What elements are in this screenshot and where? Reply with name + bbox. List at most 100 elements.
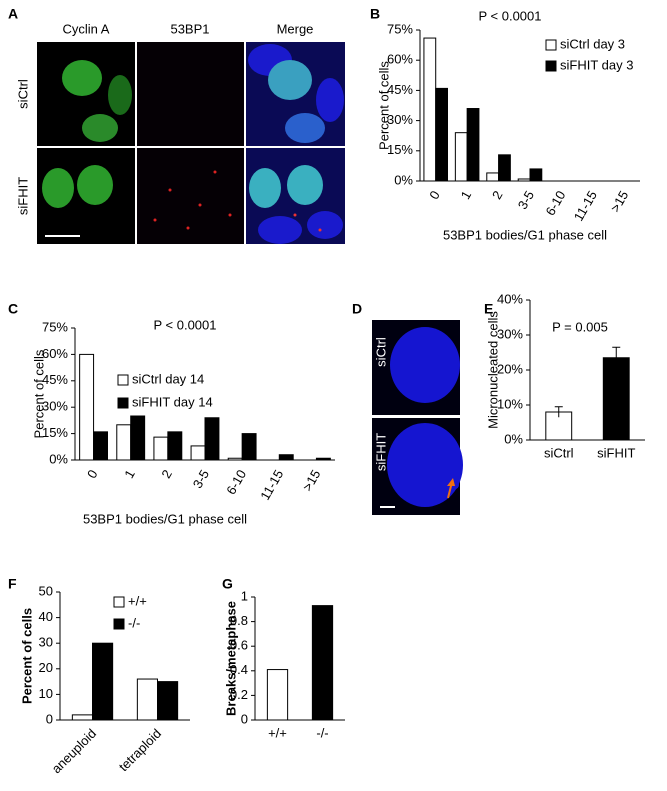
y-tick-label: 10 [39, 686, 53, 701]
x-axis-label: 53BP1 bodies/G1 phase cell [443, 227, 607, 242]
legend-swatch [113, 618, 125, 630]
x-tick-label: aneuploid [49, 726, 99, 776]
y-axis-label: Percent of cells [376, 61, 391, 150]
bar [71, 714, 93, 721]
x-tick-label: -/- [316, 725, 328, 740]
micrograph-d [372, 320, 463, 515]
bar [435, 87, 449, 182]
bar [315, 457, 331, 461]
panel-letter: E [484, 301, 493, 317]
legend-label: siCtrl day 14 [132, 371, 204, 386]
y-tick-label: 0% [504, 431, 523, 446]
legend-swatch [113, 596, 125, 608]
x-tick-label: >15 [299, 467, 323, 494]
x-tick-label: siFHIT [597, 445, 635, 460]
y-tick-label: 0.2 [230, 687, 248, 702]
legend-label: siCtrl day 3 [560, 36, 625, 51]
x-tick-label: 11-15 [257, 467, 286, 502]
x-tick-label: 6-10 [223, 467, 249, 497]
bar [79, 353, 95, 461]
column-heading: Cyclin A [63, 21, 110, 36]
x-tick-label: 1 [458, 188, 475, 202]
legend-swatch [117, 397, 129, 409]
bar [116, 424, 132, 461]
bar [130, 415, 146, 461]
y-tick-label: 10% [497, 396, 523, 411]
legend-swatch [545, 39, 557, 51]
y-tick-label: 30% [42, 399, 68, 414]
panel-letter: G [222, 576, 233, 592]
y-tick-label: 30 [39, 635, 53, 650]
x-tick-label: 2 [489, 188, 506, 202]
bar [204, 417, 220, 461]
row-label: siFHIT [15, 177, 30, 215]
y-tick-label: 60% [387, 52, 413, 67]
y-axis-label: Percent of cells [31, 349, 46, 438]
bar [529, 168, 543, 182]
legend-label: siFHIT day 14 [132, 394, 213, 409]
column-heading: Merge [277, 21, 314, 36]
bar [136, 678, 159, 721]
y-tick-label: 30% [497, 326, 523, 341]
y-tick-label: 45% [42, 372, 68, 387]
y-axis-label: Breaks/metaphase [223, 601, 238, 716]
bar [92, 642, 114, 721]
x-tick-label: 11-15 [571, 188, 600, 223]
y-tick-label: 0.4 [230, 662, 248, 677]
y-tick-label: 1 [241, 588, 248, 603]
legend-label: +/+ [128, 593, 147, 608]
x-tick-label: 0 [426, 188, 443, 202]
bar [93, 431, 108, 461]
bar [486, 172, 500, 182]
y-tick-label: 20% [497, 361, 523, 376]
annotation: P < 0.0001 [478, 8, 541, 23]
y-tick-label: 50 [39, 583, 53, 598]
y-tick-label: 60% [42, 346, 68, 361]
annotation: P = 0.005 [552, 319, 608, 334]
bar [278, 454, 294, 461]
x-tick-label: siCtrl [544, 445, 574, 460]
legend-label: siFHIT day 3 [560, 57, 633, 72]
legend-swatch [545, 60, 557, 72]
bar [454, 132, 468, 182]
micrograph-grid [37, 42, 345, 244]
y-tick-label: 30% [387, 112, 413, 127]
bar [157, 681, 179, 721]
y-tick-label: 15% [387, 142, 413, 157]
annotation: P < 0.0001 [153, 317, 216, 332]
y-tick-label: 75% [42, 319, 68, 334]
bar [517, 178, 531, 182]
y-axis-label: Percent of cells [19, 608, 34, 704]
legend-label: -/- [128, 615, 140, 630]
bar [498, 154, 511, 182]
y-tick-label: 40% [497, 291, 523, 306]
y-axis-label: Micronucleated cells [485, 311, 500, 429]
panel-letter: C [8, 301, 18, 317]
bar [602, 357, 630, 441]
x-tick-label: 0 [84, 467, 101, 481]
y-tick-label: 0% [49, 451, 68, 466]
y-tick-label: 0 [241, 711, 248, 726]
legend-swatch [117, 374, 129, 386]
panel-letter: F [8, 576, 17, 592]
bar [241, 433, 257, 461]
bar [190, 445, 206, 461]
panel-letter: D [352, 301, 362, 317]
x-tick-label: tetraploid [116, 726, 164, 774]
y-tick-label: 45% [387, 82, 413, 97]
x-tick-label: +/+ [268, 725, 287, 740]
y-tick-label: 0.8 [230, 613, 248, 628]
row-label: siCtrl [373, 337, 388, 367]
row-label: siFHIT [373, 433, 388, 471]
y-tick-label: 40 [39, 609, 53, 624]
bar [466, 108, 480, 182]
bar [266, 669, 289, 721]
x-tick-label: 6-10 [542, 188, 568, 218]
bar [227, 457, 243, 461]
x-tick-label: 2 [158, 467, 175, 481]
row-label: siCtrl [15, 79, 30, 109]
y-tick-label: 0 [46, 711, 53, 726]
bar [423, 37, 437, 182]
panel-letter: A [8, 6, 18, 22]
